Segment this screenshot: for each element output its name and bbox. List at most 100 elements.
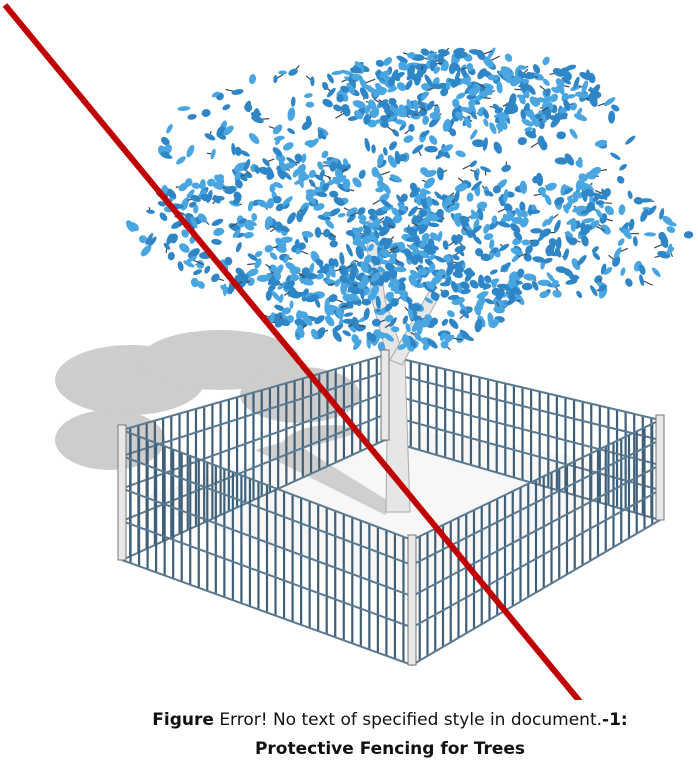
leaf <box>492 140 504 155</box>
leaf <box>264 244 274 254</box>
leaf <box>535 172 544 186</box>
leaf <box>575 290 583 299</box>
leaf <box>285 211 297 226</box>
leaf <box>146 209 155 214</box>
leaf <box>221 103 231 111</box>
leaf <box>273 75 278 84</box>
leaf <box>314 227 321 238</box>
leaf <box>212 227 225 238</box>
leaf <box>211 217 225 227</box>
leaf <box>321 97 334 109</box>
leaf <box>167 251 175 261</box>
leaf <box>616 237 625 247</box>
caption-number: -1: <box>602 710 628 730</box>
leaf <box>287 67 299 77</box>
leaf <box>624 134 637 146</box>
caption-title: Protective Fencing for Trees <box>255 739 525 759</box>
caption-label: Figure <box>152 710 214 730</box>
leaf <box>337 212 346 218</box>
leaf <box>231 88 244 96</box>
leaf <box>187 113 197 120</box>
leaf <box>618 163 628 172</box>
leaf <box>192 268 203 276</box>
leaf <box>345 243 355 257</box>
leaf <box>211 238 223 245</box>
leaf <box>440 318 449 328</box>
leaf <box>569 102 578 112</box>
leaf <box>609 151 621 161</box>
leaf <box>247 131 261 146</box>
leaf <box>651 266 662 278</box>
leaf <box>375 187 384 192</box>
leaf <box>684 231 694 239</box>
leaf <box>179 197 190 212</box>
leaf <box>329 240 338 247</box>
leaf <box>387 140 398 152</box>
leaf <box>632 236 638 247</box>
leaf <box>177 106 190 112</box>
leaf <box>306 102 315 108</box>
leaf <box>619 267 626 277</box>
leaf <box>375 59 385 69</box>
leaf <box>310 76 314 86</box>
leaf <box>185 144 196 159</box>
leaf <box>304 92 314 98</box>
leaf <box>357 213 367 222</box>
canopy <box>124 46 693 353</box>
leaf <box>568 127 579 140</box>
leaf <box>442 240 449 250</box>
leaf <box>282 140 296 152</box>
leaf <box>201 108 212 118</box>
leaf <box>391 128 400 138</box>
leaf <box>341 329 352 338</box>
leaf <box>264 215 274 230</box>
leaf <box>177 261 185 272</box>
leaf <box>343 312 353 318</box>
leaf <box>541 55 551 66</box>
leaf <box>203 265 211 275</box>
leaf <box>644 232 656 236</box>
leaf <box>271 123 284 136</box>
leaf <box>165 123 174 134</box>
fence-post <box>381 350 389 440</box>
leaf <box>500 163 512 173</box>
leaf <box>203 132 216 142</box>
leaf <box>251 213 257 222</box>
leaf <box>363 137 371 152</box>
leaf <box>618 204 626 216</box>
leaf <box>562 248 570 261</box>
leaf <box>411 143 425 156</box>
leaf <box>556 131 566 140</box>
leaf <box>223 284 227 297</box>
leaf <box>455 149 467 158</box>
leaf <box>382 55 394 67</box>
leaf <box>551 288 563 299</box>
leaf <box>357 169 367 180</box>
leaf <box>466 192 473 202</box>
caption-error: Error! No text of specified style in doc… <box>219 710 602 730</box>
leaf <box>615 174 626 185</box>
leaf <box>424 146 438 153</box>
leaf <box>339 252 346 266</box>
leaf <box>209 272 221 284</box>
leaf <box>482 118 489 128</box>
leaf <box>235 241 243 253</box>
fence-post <box>118 425 126 560</box>
leaf <box>484 298 495 306</box>
leaf <box>638 274 645 287</box>
leaf <box>624 277 634 288</box>
page: Figure Error! No text of specified style… <box>0 0 698 776</box>
leaf <box>273 135 285 142</box>
leaf <box>291 96 296 107</box>
leaf <box>422 115 430 125</box>
leaf <box>521 239 530 246</box>
leaf <box>517 136 527 145</box>
leaf <box>175 155 187 166</box>
leaf <box>158 211 169 222</box>
leaf <box>248 74 257 85</box>
leaf <box>243 231 254 239</box>
leaf <box>408 124 414 132</box>
leaf <box>608 111 615 124</box>
leaf <box>627 190 634 200</box>
leaf <box>537 136 544 147</box>
